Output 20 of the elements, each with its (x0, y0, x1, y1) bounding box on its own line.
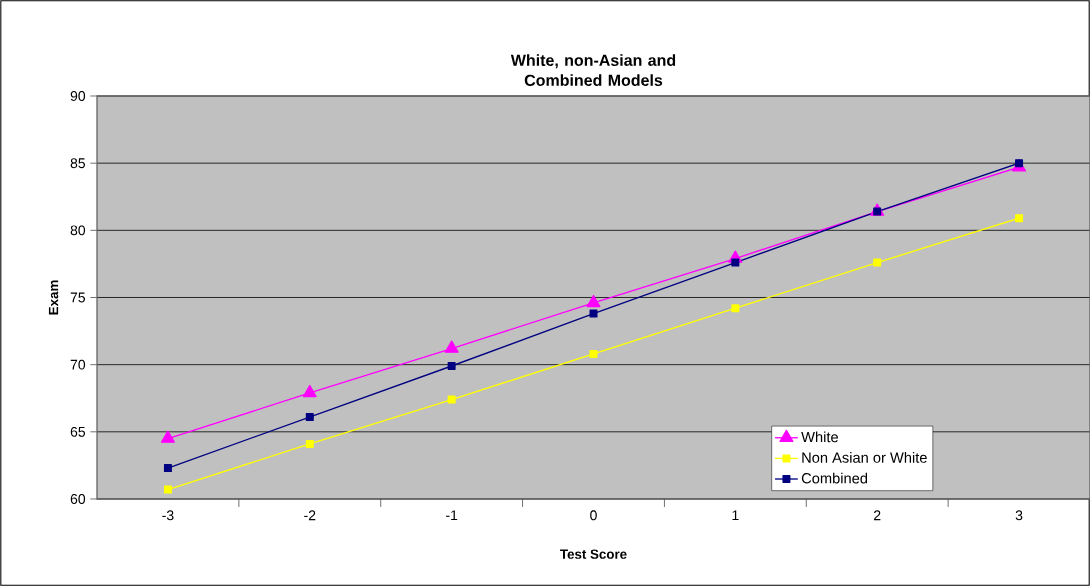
legend-label: Non Asian or White (802, 452, 927, 463)
y-tick-label: 90 (70, 91, 86, 101)
x-tick-label: -2 (304, 510, 316, 521)
x-tick-label: -3 (162, 510, 174, 521)
y-tick-label: 60 (70, 494, 86, 504)
x-tick-label: 2 (874, 510, 881, 521)
x-axis-title: Test Score (560, 549, 627, 559)
x-tick-label: 0 (590, 510, 597, 521)
x-tick-label: 3 (1015, 510, 1023, 521)
legend-label: Combined (801, 472, 868, 484)
y-tick-label: 70 (70, 359, 86, 370)
chart-title: White, non-Asian and Combined Models (510, 54, 676, 86)
y-tick-label: 75 (70, 292, 86, 303)
y-tick-label: 65 (70, 426, 86, 437)
y-axis-title: Exam (48, 280, 59, 315)
x-tick-label: -1 (446, 510, 458, 520)
x-tick-label: 1 (732, 510, 739, 520)
y-tick-label: 85 (70, 158, 86, 169)
y-tick-label: 80 (70, 225, 86, 236)
legend-label: White (801, 431, 838, 443)
